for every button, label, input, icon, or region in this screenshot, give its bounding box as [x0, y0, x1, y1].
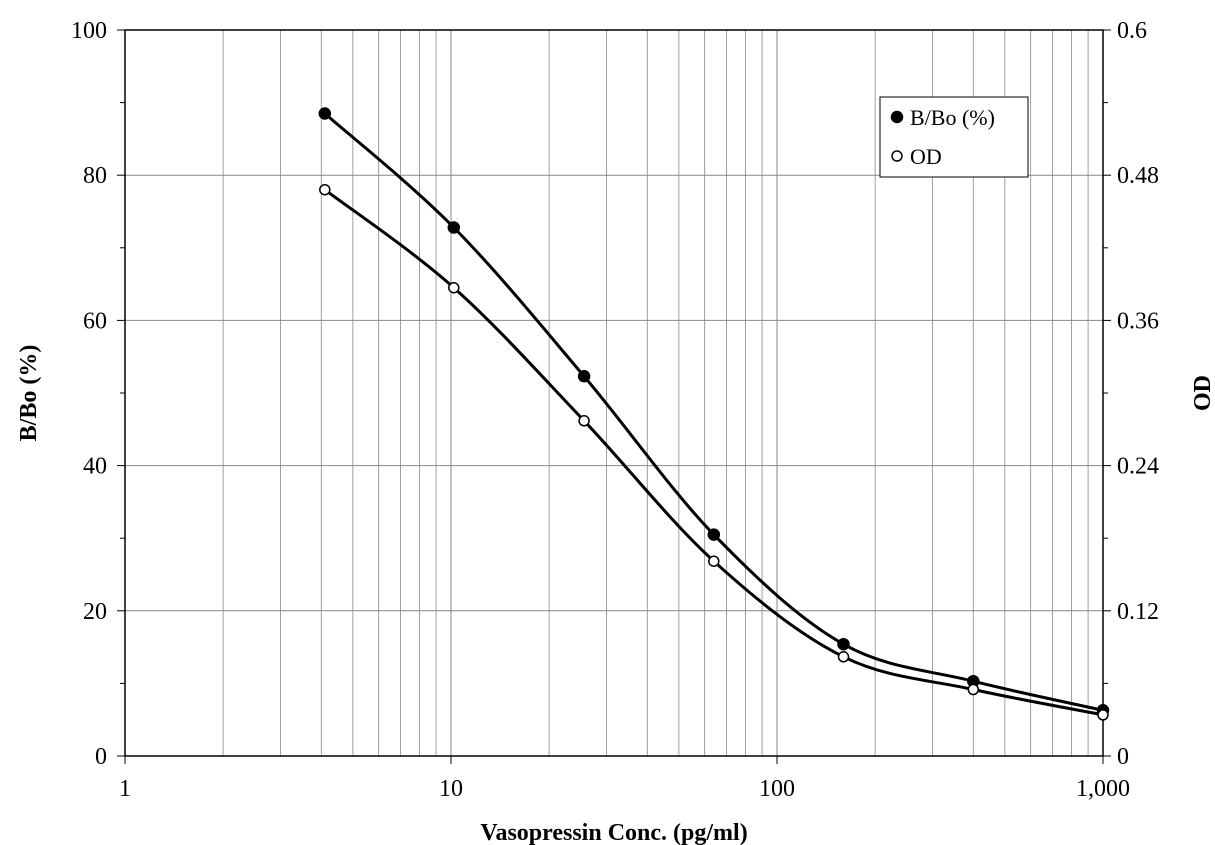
- y-left-tick-label: 60: [83, 308, 107, 334]
- x-tick-label: 1: [119, 776, 131, 802]
- x-tick-label: 1,000: [1076, 776, 1130, 802]
- y-right-tick-label: 0: [1117, 744, 1129, 770]
- tick-labels: 0 20 40 60 80 100 0 0.12 0.24 0.36 0.48 0.6 1 10 100 1,…: [71, 18, 1159, 802]
- series-line-od: [323, 188, 1104, 717]
- y-right-tick-label: 0.24: [1117, 454, 1159, 480]
- x-tick-label: 100: [759, 776, 795, 802]
- axis-ticks: [117, 29, 1111, 764]
- legend-label-od: OD: [910, 144, 942, 169]
- y-right-tick-label: 0.12: [1117, 599, 1159, 625]
- grid-lines: [125, 30, 1103, 756]
- od-data-point: [319, 183, 331, 196]
- od-data-point: [708, 555, 720, 567]
- series-line-bbo: [323, 112, 1104, 712]
- y-left-tick-label: 0: [95, 744, 107, 770]
- legend-box: [879, 96, 1029, 178]
- od-data-point: [837, 651, 850, 663]
- legend-open-circle-icon: [891, 150, 903, 162]
- y-right-tick-label: 0.36: [1117, 308, 1159, 334]
- y-left-tick-label: 80: [83, 163, 107, 189]
- y-axis-left-title: B/Bo (%): [16, 345, 42, 442]
- od-data-point: [578, 415, 590, 427]
- od-data-point: [967, 683, 980, 696]
- legend: B/Bo (%) OD: [879, 96, 1029, 178]
- bbo-data-point: [707, 528, 721, 541]
- legend-label-bbo: B/Bo (%): [910, 105, 995, 130]
- data-series: [318, 107, 1110, 721]
- y-right-tick-label: 0.6: [1117, 18, 1147, 44]
- od-data-point: [448, 281, 460, 294]
- x-axis-title: Vasopressin Conc. (pg/ml): [480, 820, 747, 845]
- bbo-data-point: [318, 107, 332, 120]
- bbo-data-point: [577, 370, 591, 383]
- y-left-tick-label: 40: [83, 454, 107, 480]
- x-tick-label: 10: [439, 776, 463, 802]
- y-left-tick-label: 20: [83, 599, 107, 625]
- bbo-data-point: [447, 221, 461, 234]
- y-left-tick-label: 100: [71, 18, 107, 44]
- y-axis-right-title: OD: [1190, 375, 1215, 411]
- legend-filled-circle-icon: [890, 110, 904, 124]
- od-data-point: [1097, 709, 1109, 721]
- bbo-data-point: [837, 637, 850, 651]
- y-right-tick-label: 0.48: [1117, 163, 1159, 189]
